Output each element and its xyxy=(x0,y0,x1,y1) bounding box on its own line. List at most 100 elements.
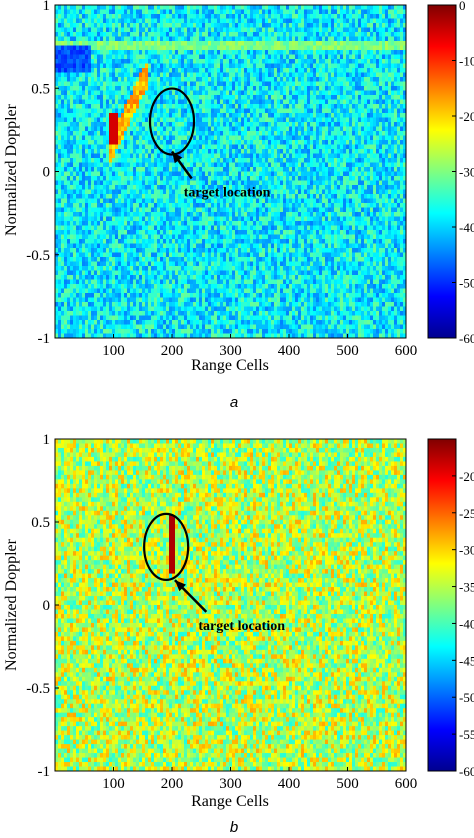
heatmap-cell xyxy=(205,9,209,15)
heatmap-cell xyxy=(229,27,233,33)
heatmap-cell xyxy=(142,68,146,73)
heatmap-cell xyxy=(232,63,236,69)
heatmap-cell xyxy=(130,252,134,258)
heatmap-cell xyxy=(109,288,113,294)
heatmap-cell xyxy=(58,95,62,100)
heatmap-cell xyxy=(139,90,143,96)
heatmap-cell xyxy=(124,108,128,114)
heatmap-cell xyxy=(247,216,251,222)
heatmap-cell xyxy=(133,162,137,168)
heatmap-cell xyxy=(169,126,173,132)
heatmap-cell xyxy=(91,248,95,253)
heatmap-cell xyxy=(121,252,125,258)
heatmap-cell xyxy=(79,329,83,334)
heatmap-cell xyxy=(172,95,176,100)
heatmap-cell xyxy=(217,306,221,312)
heatmap-cell xyxy=(58,23,62,28)
heatmap-cell xyxy=(88,306,92,312)
heatmap-cell xyxy=(154,113,158,118)
heatmap-cell xyxy=(247,72,251,78)
heatmap-cell xyxy=(118,194,122,199)
heatmap-cell xyxy=(187,225,191,231)
heatmap-cell xyxy=(163,108,167,114)
heatmap-cell xyxy=(139,225,143,231)
heatmap-cell xyxy=(196,306,200,312)
heatmap-cell xyxy=(97,257,101,262)
heatmap-cell xyxy=(181,104,185,109)
heatmap-cell xyxy=(169,243,173,249)
heatmap-cell xyxy=(202,180,206,186)
heatmap-cell xyxy=(94,311,98,316)
heatmap-cell xyxy=(163,320,167,325)
heatmap-cell xyxy=(148,279,152,285)
heatmap-cell xyxy=(184,176,188,181)
heatmap-cell xyxy=(229,288,233,294)
heatmap-cell xyxy=(121,275,125,280)
heatmap-cell xyxy=(115,9,119,15)
heatmap-cell xyxy=(244,261,248,267)
heatmap-cell xyxy=(178,266,182,271)
heatmap-cell xyxy=(241,311,245,316)
heatmap-cell xyxy=(205,243,209,249)
heatmap-cell xyxy=(178,270,182,276)
heatmap-cell xyxy=(175,68,179,73)
heatmap-cell xyxy=(205,180,209,186)
heatmap-cell xyxy=(55,81,59,87)
heatmap-cell xyxy=(148,252,152,258)
heatmap-cell xyxy=(190,77,194,82)
heatmap-cell xyxy=(226,320,230,325)
heatmap-cell xyxy=(211,203,215,208)
heatmap-cell xyxy=(79,180,83,186)
heatmap-cell xyxy=(211,221,215,226)
heatmap-cell xyxy=(142,266,146,271)
heatmap-cell xyxy=(172,306,176,312)
heatmap-cell xyxy=(166,180,170,186)
heatmap-cell xyxy=(199,252,203,258)
heatmap-cell xyxy=(187,117,191,123)
heatmap-cell xyxy=(88,41,92,46)
heatmap-cell xyxy=(241,18,245,24)
heatmap-cell xyxy=(244,144,248,150)
heatmap-cell xyxy=(247,27,251,33)
heatmap-cell xyxy=(232,45,236,51)
heatmap-cell xyxy=(232,239,236,244)
heatmap-cell xyxy=(169,248,173,253)
heatmap-cell xyxy=(160,293,164,298)
heatmap-cell xyxy=(160,185,164,190)
heatmap-cell xyxy=(181,212,185,217)
heatmap-cell xyxy=(235,176,239,181)
heatmap-cell xyxy=(76,194,80,199)
heatmap-cell xyxy=(109,36,113,42)
heatmap-cell xyxy=(112,198,116,204)
heatmap-cell xyxy=(193,194,197,199)
heatmap-cell xyxy=(145,54,149,60)
heatmap-cell xyxy=(244,266,248,271)
heatmap-cell xyxy=(190,243,194,249)
heatmap-cell xyxy=(250,117,254,123)
heatmap-cell xyxy=(133,104,137,109)
heatmap-cell xyxy=(175,9,179,15)
heatmap-cell xyxy=(115,81,119,87)
heatmap-cell xyxy=(94,329,98,334)
heatmap-cell xyxy=(181,14,185,19)
heatmap-cell xyxy=(202,135,206,141)
heatmap-cell xyxy=(166,59,170,64)
heatmap-cell xyxy=(220,68,224,73)
heatmap-cell xyxy=(238,59,242,64)
heatmap-cell xyxy=(121,5,125,10)
heatmap-cell xyxy=(64,27,68,33)
heatmap-cell xyxy=(73,284,77,289)
heatmap-cell xyxy=(76,77,80,82)
heatmap-cell xyxy=(94,144,98,150)
heatmap-cell xyxy=(130,180,134,186)
heatmap-cell xyxy=(181,324,185,330)
heatmap-cell xyxy=(175,45,179,51)
heatmap-cell xyxy=(67,86,71,91)
heatmap-cell xyxy=(211,198,215,204)
heatmap-cell xyxy=(58,149,62,154)
heatmap-cell xyxy=(67,23,71,28)
heatmap-cell xyxy=(142,32,146,37)
heatmap-cell xyxy=(64,77,68,82)
heatmap-cell xyxy=(160,72,164,78)
heatmap-cell xyxy=(133,185,137,190)
